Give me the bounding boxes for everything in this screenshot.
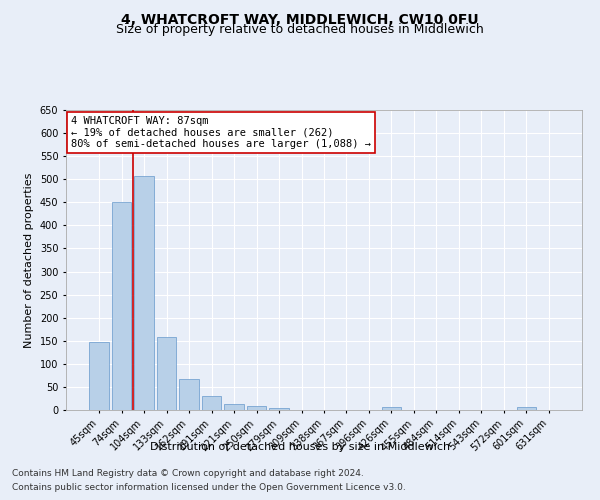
Text: Size of property relative to detached houses in Middlewich: Size of property relative to detached ho… [116, 22, 484, 36]
Bar [202, 396, 221, 410]
Bar [89, 342, 109, 410]
Bar [517, 407, 536, 410]
Bar [269, 408, 289, 410]
Text: Contains public sector information licensed under the Open Government Licence v3: Contains public sector information licen… [12, 484, 406, 492]
Bar [247, 406, 266, 410]
Bar [382, 407, 401, 410]
Bar [157, 336, 176, 410]
Bar [179, 378, 199, 410]
Bar [112, 202, 131, 410]
Bar [134, 176, 154, 410]
Bar [224, 404, 244, 410]
Y-axis label: Number of detached properties: Number of detached properties [24, 172, 34, 348]
Text: 4, WHATCROFT WAY, MIDDLEWICH, CW10 0FU: 4, WHATCROFT WAY, MIDDLEWICH, CW10 0FU [121, 12, 479, 26]
Text: Contains HM Land Registry data © Crown copyright and database right 2024.: Contains HM Land Registry data © Crown c… [12, 468, 364, 477]
Text: 4 WHATCROFT WAY: 87sqm
← 19% of detached houses are smaller (262)
80% of semi-de: 4 WHATCROFT WAY: 87sqm ← 19% of detached… [71, 116, 371, 149]
Text: Distribution of detached houses by size in Middlewich: Distribution of detached houses by size … [150, 442, 450, 452]
